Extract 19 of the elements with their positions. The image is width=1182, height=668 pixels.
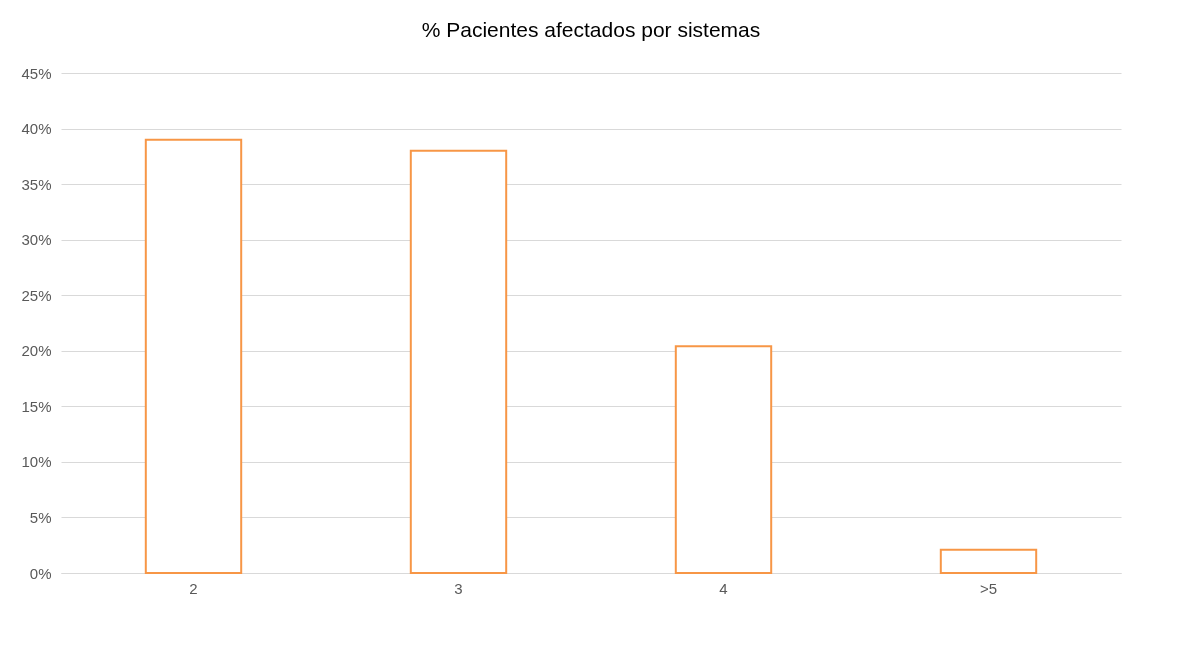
y-tick-label: 10% bbox=[21, 453, 52, 471]
bar bbox=[674, 345, 773, 574]
y-tick-label: 20% bbox=[21, 342, 52, 360]
x-tick-label: >5 bbox=[979, 579, 998, 597]
x-tick-label: 4 bbox=[719, 579, 728, 597]
y-tick-label: 45% bbox=[21, 64, 52, 82]
bar bbox=[939, 548, 1038, 574]
y-tick-label: 30% bbox=[21, 231, 52, 249]
y-tick-label: 35% bbox=[21, 175, 52, 193]
chart-title: % Pacientes afectados por sistemas bbox=[421, 18, 761, 41]
x-tick-label: 2 bbox=[189, 579, 198, 597]
bar bbox=[144, 138, 243, 574]
y-tick-label: 15% bbox=[21, 397, 52, 415]
x-tick-label: 3 bbox=[454, 579, 463, 597]
y-tick-label: 25% bbox=[21, 286, 52, 304]
bar bbox=[409, 149, 508, 574]
y-tick-label: 40% bbox=[21, 120, 52, 138]
y-tick-label: 5% bbox=[29, 508, 52, 526]
y-tick-label: 0% bbox=[29, 564, 52, 582]
